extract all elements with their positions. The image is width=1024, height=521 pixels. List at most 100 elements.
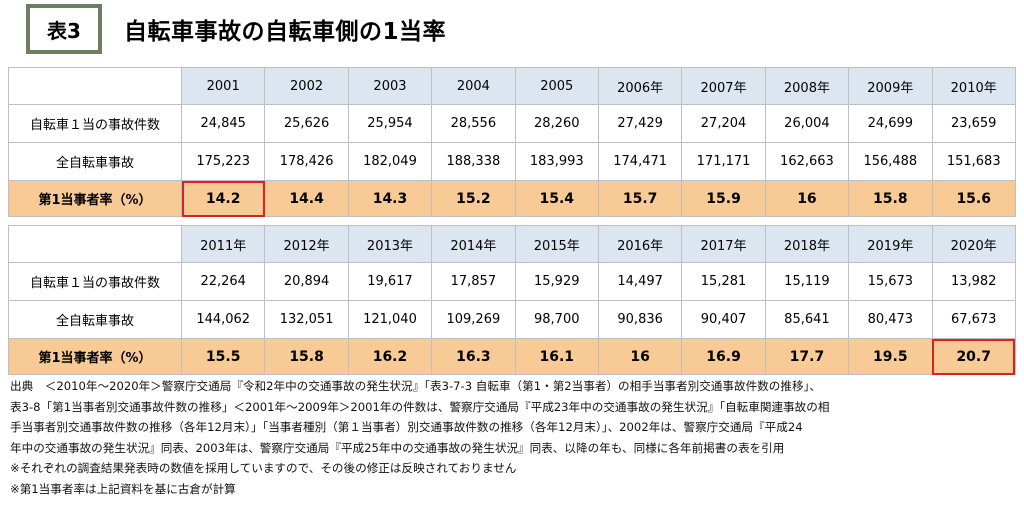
year-cell: 2001 — [180, 67, 266, 105]
table-2011-2020: 2011年 2012年 2013年 2014年 2015年 2016年 2017… — [8, 225, 1016, 375]
year-cell: 2016年 — [597, 225, 683, 263]
value-cell: 15,929 — [514, 262, 599, 301]
value-cell: 182,049 — [347, 142, 433, 181]
rate-row: 第1当事者率（%） 15.5 15.8 16.2 16.3 16.1 16 16… — [8, 338, 1016, 375]
value-cell: 67,673 — [931, 300, 1016, 339]
value-cell: 80,473 — [848, 300, 933, 339]
value-cell: 144,062 — [180, 300, 266, 339]
rate-cell-highlighted: 14.2 — [180, 180, 266, 217]
value-cell: 156,488 — [848, 142, 933, 181]
row-label-total: 全自転車事故 — [8, 142, 182, 181]
value-cell: 15,281 — [681, 262, 766, 301]
value-cell: 132,051 — [264, 300, 349, 339]
rate-cell: 15.8 — [264, 338, 349, 375]
value-cell: 22,264 — [180, 262, 266, 301]
year-cell: 2005 — [514, 67, 599, 105]
rate-cell: 16 — [764, 180, 850, 217]
year-cell: 2011年 — [180, 225, 266, 263]
value-cell: 28,260 — [514, 104, 599, 143]
note-line: 手当事者別交通事故件数の推移（各年12月末）」「当事者種別（第１当事者）別交通事… — [10, 420, 803, 435]
note-line: ※第1当事者率は上記資料を基に古倉が計算 — [10, 481, 236, 496]
year-cell: 2007年 — [681, 67, 766, 105]
note-line: 表3-8「第1当事者別交通事故件数の推移」＜2001年〜2009年＞2001年の… — [10, 399, 830, 414]
note-line: 出典 ＜2010年〜2020年＞警察庁交通局『令和2年中の交通事故の発生状況』「… — [10, 379, 821, 393]
note-line: ※それぞれの調査結果発表時の数値を採用していますので、その後の修正は反映されてお… — [10, 461, 517, 476]
year-cell: 2004 — [431, 67, 516, 105]
value-cell: 13,982 — [931, 262, 1016, 301]
year-cell: 2006年 — [597, 67, 683, 105]
rate-cell: 15.6 — [931, 180, 1016, 217]
value-cell: 183,993 — [514, 142, 599, 181]
value-cell: 27,429 — [597, 104, 683, 143]
value-cell: 151,683 — [931, 142, 1016, 181]
year-cell: 2020年 — [931, 225, 1016, 263]
year-cell: 2012年 — [264, 225, 349, 263]
row-label-accidents: 自転車１当の事故件数 — [8, 104, 182, 143]
corner-cell — [8, 67, 182, 105]
value-cell: 27,204 — [681, 104, 766, 143]
rate-cell: 14.4 — [264, 180, 349, 217]
year-cell: 2019年 — [848, 225, 933, 263]
rate-cell: 15.9 — [681, 180, 766, 217]
note-line: 年中の交通事故の発生状況』同表、2003年は、警察庁交通局『平成25年中の交通事… — [10, 440, 785, 455]
year-cell: 2018年 — [764, 225, 850, 263]
value-cell: 188,338 — [431, 142, 516, 181]
value-cell: 23,659 — [931, 104, 1016, 143]
corner-cell — [8, 225, 182, 263]
table-number-badge: 表3 — [26, 4, 102, 54]
rate-cell: 15.4 — [514, 180, 599, 217]
rate-cell: 16.2 — [347, 338, 433, 375]
rate-cell: 17.7 — [764, 338, 850, 375]
year-cell: 2008年 — [764, 67, 850, 105]
value-cell: 15,673 — [848, 262, 933, 301]
value-cell: 24,845 — [180, 104, 266, 143]
year-cell: 2009年 — [848, 67, 933, 105]
row-label-rate: 第1当事者率（%） — [8, 180, 182, 217]
rate-cell: 16.3 — [431, 338, 516, 375]
value-cell: 121,040 — [347, 300, 433, 339]
value-cell: 90,407 — [681, 300, 766, 339]
header-row: 2011年 2012年 2013年 2014年 2015年 2016年 2017… — [8, 225, 1016, 263]
rate-cell: 15.2 — [431, 180, 516, 217]
value-cell: 175,223 — [180, 142, 266, 181]
page-title: 自転車事故の自転車側の1当率 — [124, 19, 447, 45]
rate-cell: 14.3 — [347, 180, 433, 217]
rate-row: 第1当事者率（%） 14.2 14.4 14.3 15.2 15.4 15.7 … — [8, 180, 1016, 217]
value-cell: 178,426 — [264, 142, 349, 181]
value-cell: 85,641 — [764, 300, 850, 339]
value-cell: 15,119 — [764, 262, 850, 301]
value-cell: 14,497 — [597, 262, 683, 301]
value-cell: 171,171 — [681, 142, 766, 181]
table-2001-2010: 2001 2002 2003 2004 2005 2006年 2007年 200… — [8, 67, 1016, 217]
year-cell: 2013年 — [347, 225, 433, 263]
year-cell: 2003 — [347, 67, 433, 105]
row-label-accidents: 自転車１当の事故件数 — [8, 262, 182, 301]
accidents-row: 自転車１当の事故件数 22,264 20,894 19,617 17,857 1… — [8, 262, 1016, 301]
rate-cell: 15.8 — [848, 180, 933, 217]
rate-cell: 16 — [597, 338, 683, 375]
rate-cell: 19.5 — [848, 338, 933, 375]
value-cell: 26,004 — [764, 104, 850, 143]
row-label-rate: 第1当事者率（%） — [8, 338, 182, 375]
year-cell: 2015年 — [514, 225, 599, 263]
accidents-row: 自転車１当の事故件数 24,845 25,626 25,954 28,556 2… — [8, 104, 1016, 143]
value-cell: 109,269 — [431, 300, 516, 339]
table-number-label: 表3 — [47, 18, 81, 43]
total-row: 全自転車事故 175,223 178,426 182,049 188,338 1… — [8, 142, 1016, 181]
value-cell: 19,617 — [347, 262, 433, 301]
value-cell: 90,836 — [597, 300, 683, 339]
total-row: 全自転車事故 144,062 132,051 121,040 109,269 9… — [8, 300, 1016, 339]
value-cell: 162,663 — [764, 142, 850, 181]
value-cell: 28,556 — [431, 104, 516, 143]
rate-cell: 15.7 — [597, 180, 683, 217]
rate-cell: 15.5 — [180, 338, 266, 375]
value-cell: 25,954 — [347, 104, 433, 143]
value-cell: 98,700 — [514, 300, 599, 339]
rate-cell: 16.9 — [681, 338, 766, 375]
header-row: 2001 2002 2003 2004 2005 2006年 2007年 200… — [8, 67, 1016, 105]
rate-cell-highlighted: 20.7 — [931, 338, 1016, 375]
year-cell: 2002 — [264, 67, 349, 105]
value-cell: 17,857 — [431, 262, 516, 301]
value-cell: 24,699 — [848, 104, 933, 143]
value-cell: 25,626 — [264, 104, 349, 143]
